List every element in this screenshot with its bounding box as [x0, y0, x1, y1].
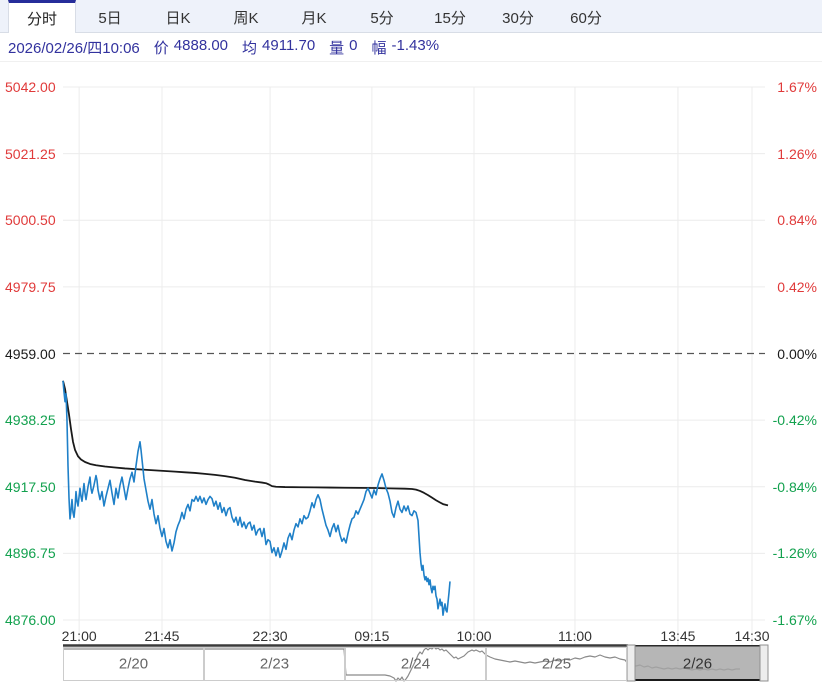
navigator-date-label: 2/23 [259, 655, 290, 673]
y-axis-price-label: 5021.25 [5, 145, 56, 162]
x-axis-time-label: 09:15 [354, 628, 390, 644]
tab-period-1[interactable]: 5日 [98, 10, 122, 27]
tab-period-4[interactable]: 月K [301, 10, 327, 27]
navigator-cell-2-24[interactable]: 2/24 [345, 647, 486, 681]
y-axis-percent-label: 0.42% [777, 278, 817, 295]
tab-period-6[interactable]: 15分 [434, 10, 466, 27]
x-axis-time-label: 21:00 [61, 628, 97, 644]
tab-period-7[interactable]: 30分 [502, 10, 534, 27]
navigator-cell-2-26[interactable]: 2/26 [627, 647, 768, 681]
y-axis-price-label: 4917.50 [5, 478, 56, 495]
navigator-date-label: 2/20 [118, 655, 149, 673]
y-axis-percent-label: 1.26% [777, 145, 817, 162]
navigator-cell-2-23[interactable]: 2/23 [204, 647, 345, 681]
range-label: 幅 [371, 40, 387, 57]
tab-period-5[interactable]: 5分 [370, 10, 394, 27]
volume-label: 量 [329, 40, 345, 57]
navigator-selected-window[interactable] [627, 645, 768, 681]
quote-range: 幅 -1.43% [372, 37, 440, 58]
price-label: 价 [153, 40, 169, 57]
x-axis-time-label: 10:00 [456, 628, 492, 644]
y-axis-price-label: 4896.75 [5, 545, 56, 562]
y-axis-percent-label: 0.00% [777, 345, 817, 362]
y-axis-percent-label: 1.67% [777, 79, 817, 95]
period-tabbar: 分时 5日 日K 周K 月K 5分 15分 30分 60分 [0, 0, 822, 33]
y-axis-price-label: 5042.00 [5, 79, 56, 95]
navigator-date-label: 2/25 [541, 655, 572, 673]
quote-datetime: 2026/02/26/四10:06 [8, 40, 140, 57]
tab-period-3[interactable]: 周K [233, 10, 259, 27]
x-axis-time-label: 21:45 [144, 628, 180, 644]
x-axis-time-label: 11:00 [557, 628, 592, 644]
navigator-cell-2-20[interactable]: 2/20 [63, 647, 204, 681]
average-line [62, 380, 449, 507]
navigator-cell-2-25[interactable]: 2/25 [486, 647, 627, 681]
y-axis-percent-label: -1.26% [772, 545, 817, 562]
quote-average: 均 4911.70 [242, 37, 315, 58]
x-axis-time-label: 13:45 [660, 628, 696, 644]
range-value: -1.43% [391, 37, 440, 54]
y-axis-price-label: 4979.75 [5, 278, 56, 295]
x-axis-time-label: 14:30 [734, 628, 770, 644]
y-axis-percent-label: -0.42% [772, 412, 817, 429]
navigator-date-label: 2/24 [400, 655, 431, 673]
y-axis-percent-label: -0.84% [772, 478, 817, 495]
y-axis-price-label: 4959.00 [5, 345, 56, 362]
quote-price: 价 4888.00 [154, 37, 228, 58]
quote-info-bar: 2026/02/26/四10:06 价 4888.00 均 4911.70 量 … [0, 34, 822, 62]
y-axis-percent-label: 0.84% [777, 212, 817, 229]
tab-period-0[interactable]: 分时 [8, 0, 76, 33]
y-axis-price-label: 4938.25 [5, 412, 56, 429]
tab-period-8[interactable]: 60分 [570, 10, 602, 27]
avg-label: 均 [242, 40, 258, 57]
tab-period-2[interactable]: 日K [165, 10, 191, 27]
chart-plot-area[interactable] [63, 80, 765, 646]
y-axis-price-label: 5000.50 [5, 212, 56, 229]
y-axis-price-label: 4876.00 [5, 612, 56, 628]
x-axis-time-label: 22:30 [252, 628, 288, 644]
navigator-right-handle[interactable] [759, 644, 769, 682]
price-value: 4888.00 [173, 37, 229, 54]
y-axis-percent-label: -1.67% [772, 612, 817, 628]
navigator-left-handle[interactable] [626, 644, 636, 682]
avg-value: 4911.70 [262, 37, 316, 54]
quote-volume: 量 0 [329, 37, 357, 58]
navigator-date-label: 2/26 [682, 655, 713, 673]
price-line [62, 380, 451, 616]
volume-value: 0 [349, 37, 358, 54]
